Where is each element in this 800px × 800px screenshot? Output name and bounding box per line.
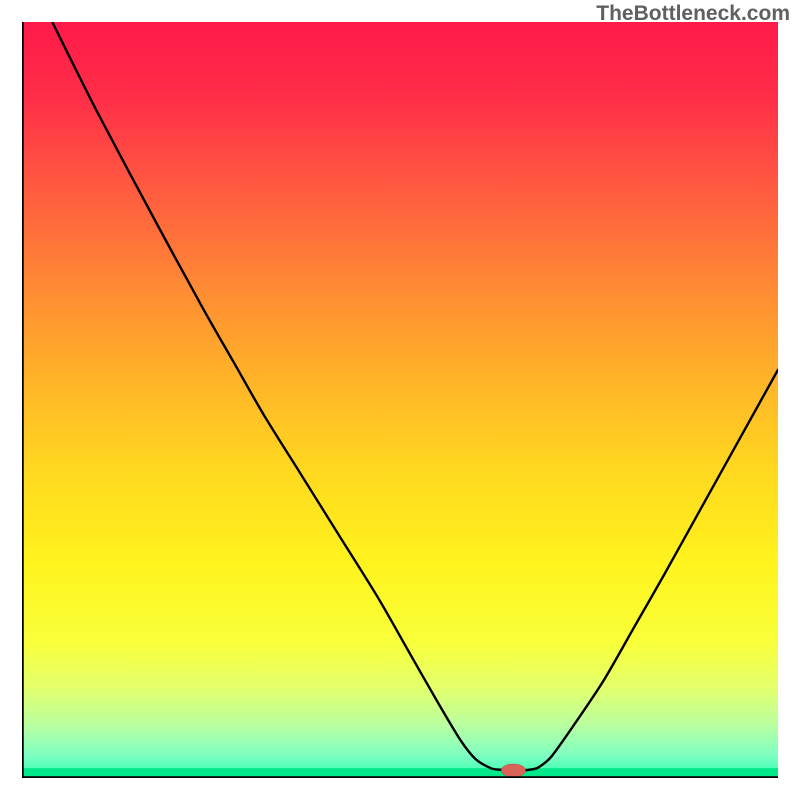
optimal-point-marker [501,764,525,777]
chart-svg [22,22,778,778]
bottleneck-chart [22,22,778,778]
chart-background [22,22,778,778]
watermark-text: TheBottleneck.com [596,2,790,26]
